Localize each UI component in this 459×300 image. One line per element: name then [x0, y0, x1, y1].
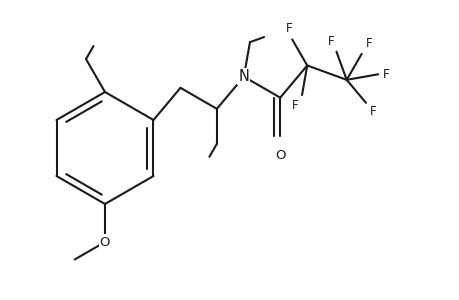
Text: N: N [238, 69, 249, 84]
Text: F: F [291, 99, 297, 112]
Text: F: F [382, 68, 389, 81]
Text: O: O [100, 236, 110, 248]
Text: F: F [369, 105, 376, 118]
Text: F: F [285, 22, 291, 35]
Text: F: F [365, 37, 371, 50]
Text: F: F [327, 35, 334, 48]
Text: O: O [274, 149, 285, 162]
